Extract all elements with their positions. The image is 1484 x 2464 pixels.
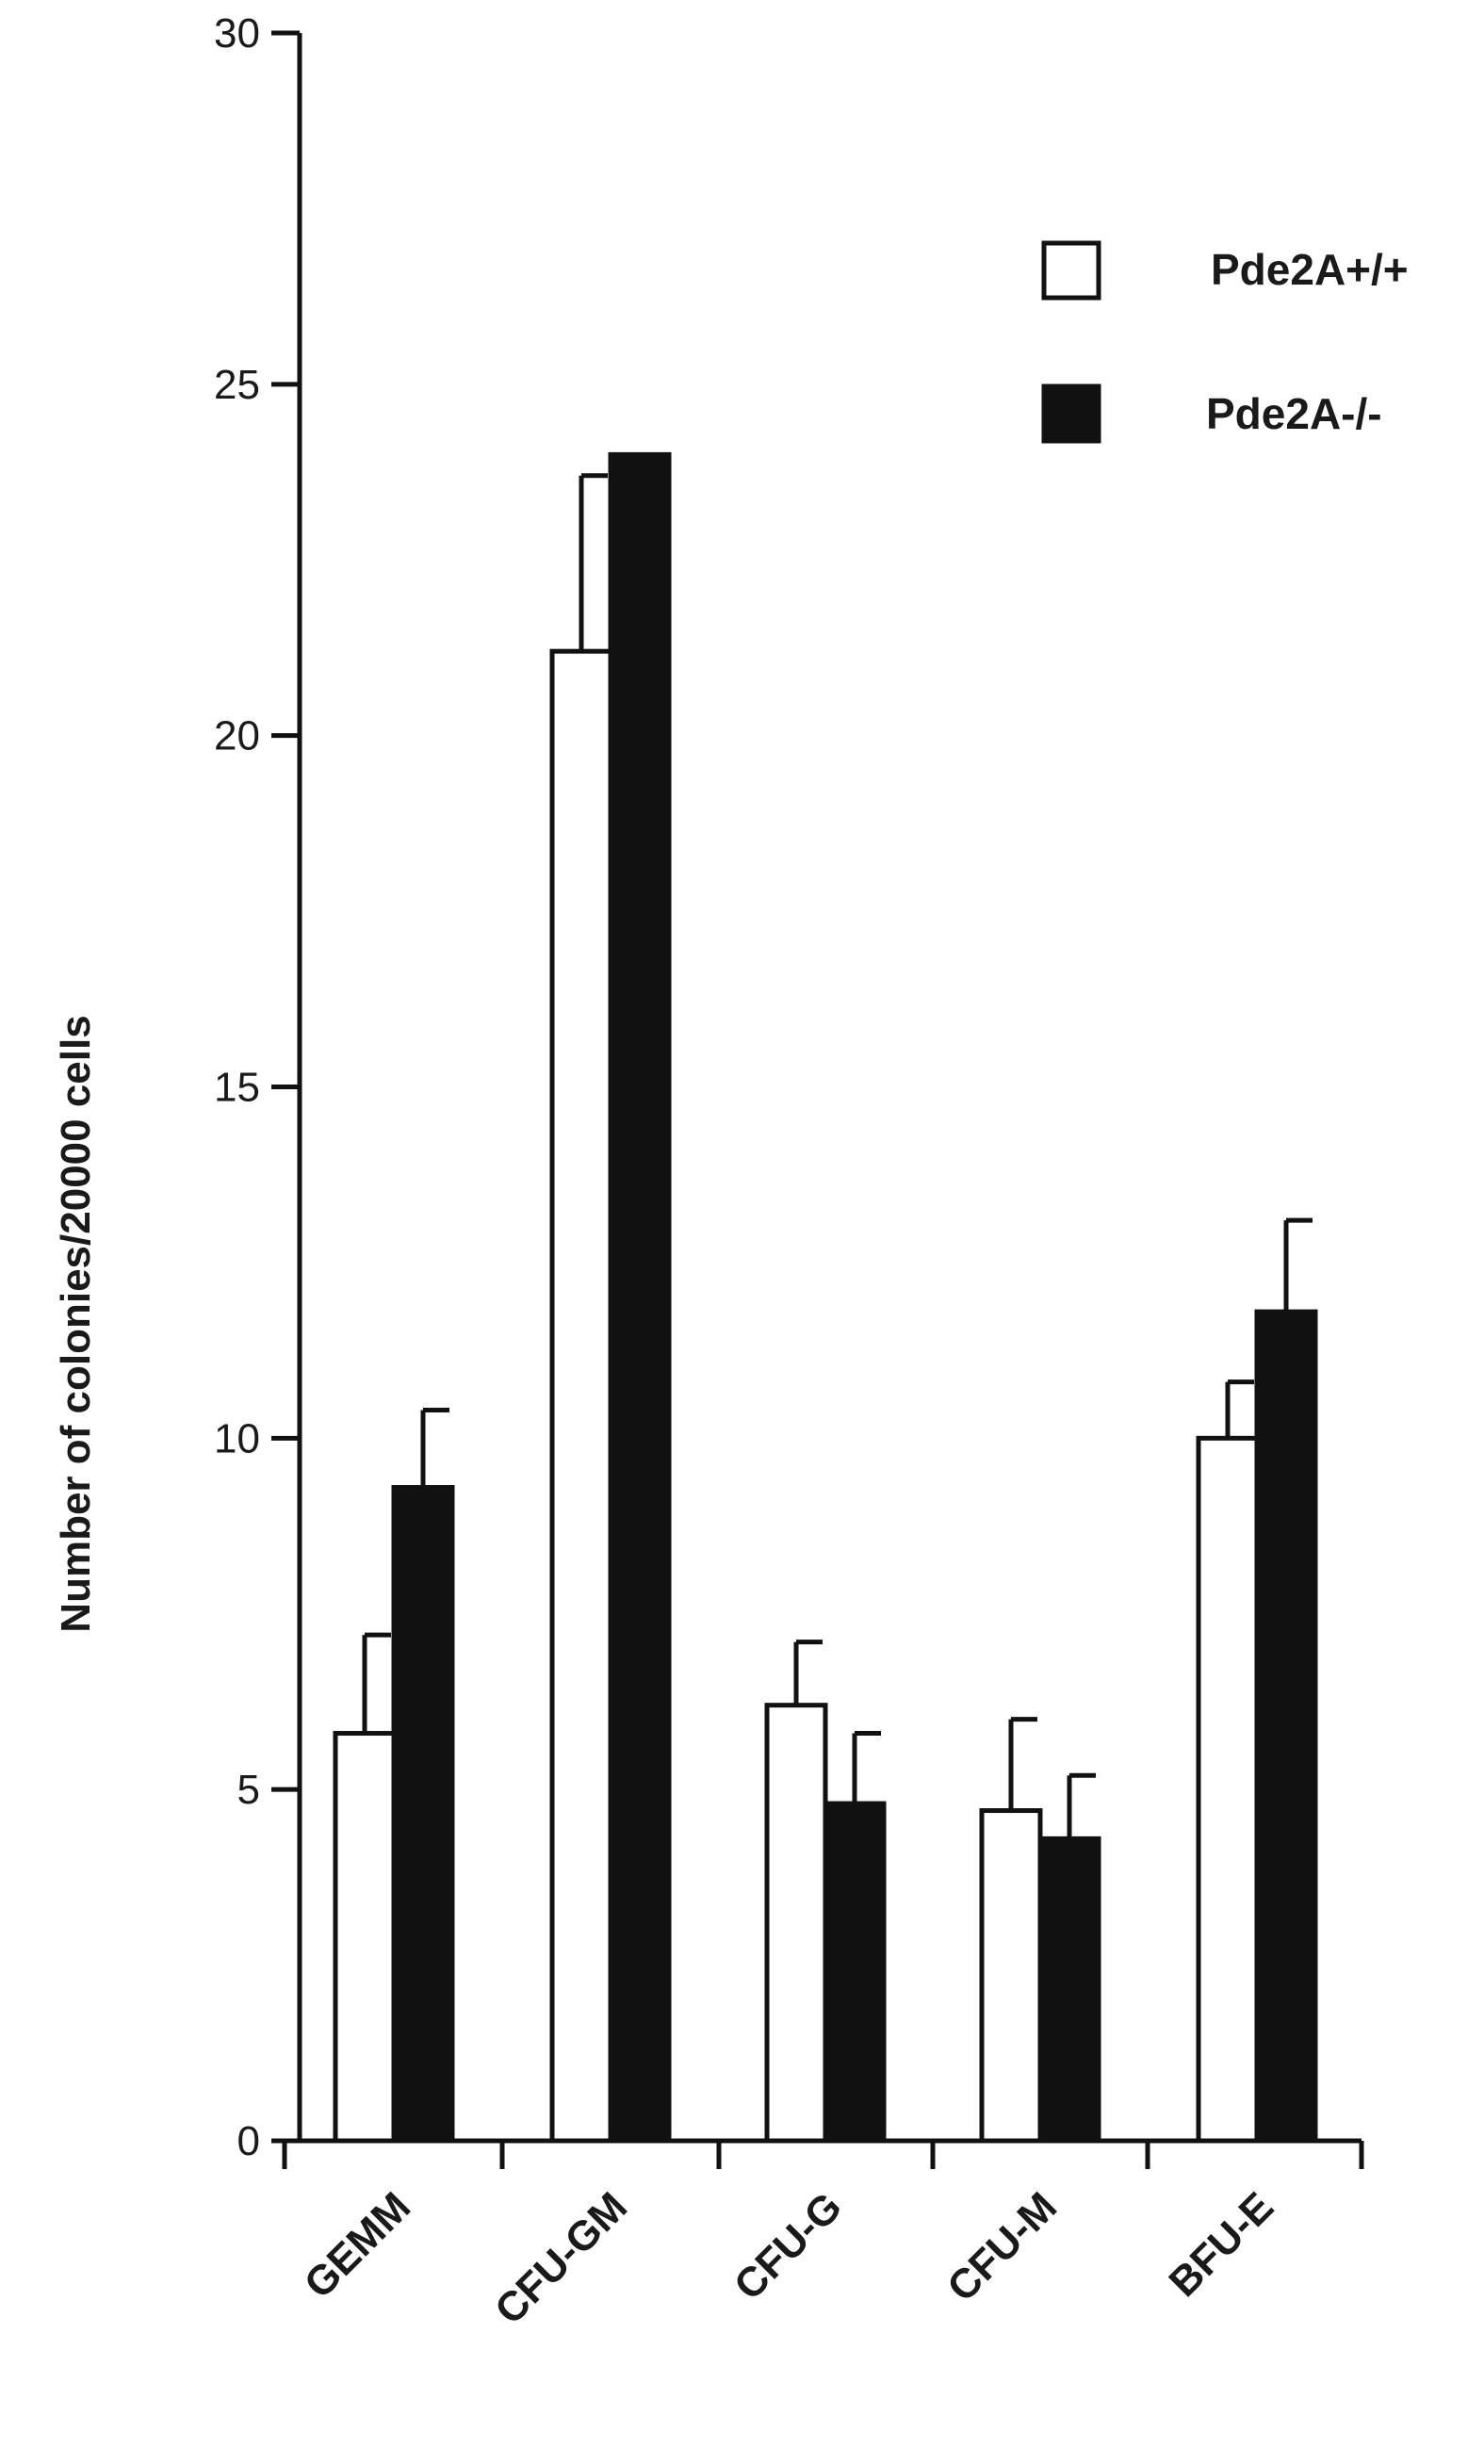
y-tick-label-0: 0: [237, 2118, 260, 2164]
x-tick-label-bfu-e: BFU-E: [1160, 2183, 1282, 2306]
bar-knockout-gemm: [391, 1485, 455, 2144]
bar-knockout-cfu-g: [823, 1801, 887, 2144]
legend-swatch-wildtype: [1041, 240, 1101, 301]
y-tick-label-5: 5: [237, 1767, 260, 1813]
x-tick-label-gemm: GEMM: [296, 2183, 419, 2307]
y-tick-label-10: 10: [214, 1415, 260, 1461]
bar-knockout-cfu-m: [1037, 1836, 1101, 2144]
legend-label-wildtype: Pde2A+/+: [1211, 245, 1409, 294]
plot-area: [333, 451, 1318, 2144]
legend-label-knockout: Pde2A-/-: [1206, 389, 1382, 438]
bar-wildtype-cfu-m: [979, 1808, 1043, 2144]
legend: Pde2A+/+ Pde2A-/-: [1041, 240, 1409, 444]
bar-knockout-cfu-gm: [608, 451, 672, 2144]
y-tick-label-30: 30: [214, 10, 260, 57]
x-tick-label-cfu-gm: CFU-GM: [486, 2183, 636, 2333]
y-tick-label-15: 15: [214, 1065, 260, 1111]
bar-wildtype-cfu-g: [764, 1703, 828, 2144]
bar-wildtype-cfu-gm: [549, 648, 613, 2144]
y-tick-label-20: 20: [214, 713, 260, 759]
y-axis-title: Number of colonies/20000 cells: [53, 1015, 99, 1632]
bar-knockout-bfu-e: [1254, 1309, 1318, 2144]
x-tick-label-cfu-g: CFU-G: [726, 2183, 851, 2309]
y-tick-label-25: 25: [214, 362, 260, 408]
bar-wildtype-bfu-e: [1196, 1435, 1260, 2144]
legend-swatch-knockout: [1041, 383, 1101, 444]
x-tick-label-cfu-m: CFU-M: [938, 2183, 1066, 2310]
bar-wildtype-gemm: [333, 1731, 397, 2144]
